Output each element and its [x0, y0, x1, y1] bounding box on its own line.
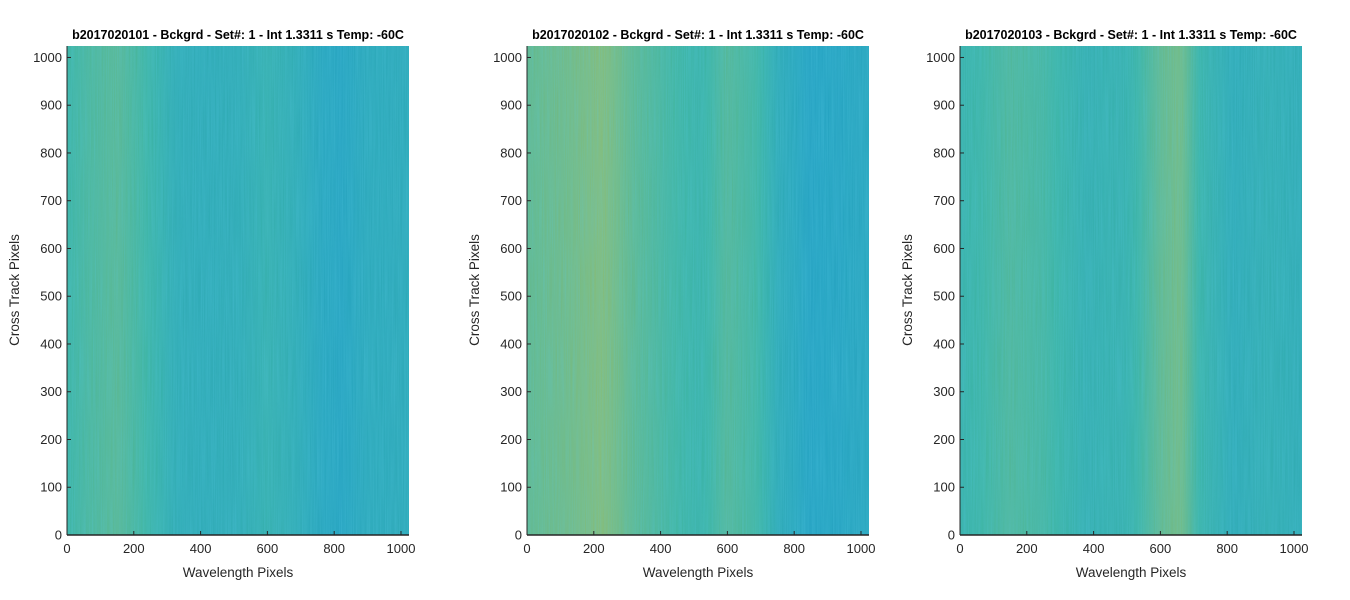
x-tick-label: 600 — [717, 541, 739, 556]
panel-3-y-ticks: 0 100 200 300 400 500 600 700 800 900 1000 — [926, 50, 964, 543]
panel-2-y-label: Cross Track Pixels — [467, 234, 482, 346]
x-tick-label: 1000 — [387, 541, 416, 556]
y-tick-label: 500 — [933, 289, 955, 304]
panel-1-title: b2017020101 - Bckgrd - Set#: 1 - Int 1.3… — [72, 28, 404, 42]
panel-3-y-label: Cross Track Pixels — [900, 234, 915, 346]
panel-3-noise-overlay — [960, 46, 1302, 535]
y-tick-label: 700 — [40, 193, 62, 208]
x-tick-label: 800 — [783, 541, 805, 556]
y-tick-label: 100 — [40, 480, 62, 495]
y-tick-label: 0 — [515, 528, 522, 543]
x-tick-label: 200 — [1016, 541, 1038, 556]
x-tick-label: 400 — [1083, 541, 1105, 556]
x-tick-label: 1000 — [1280, 541, 1309, 556]
x-tick-label: 200 — [583, 541, 605, 556]
panel-3-title: b2017020103 - Bckgrd - Set#: 1 - Int 1.3… — [965, 28, 1297, 42]
panel-3-x-ticks: 0 200 400 600 800 1000 — [956, 531, 1308, 556]
panel-1-y-ticks: 0 100 200 300 400 500 600 700 800 900 1000 — [33, 50, 71, 543]
y-tick-label: 800 — [40, 145, 62, 160]
y-tick-label: 100 — [933, 480, 955, 495]
x-tick-label: 600 — [1150, 541, 1172, 556]
x-tick-label: 600 — [257, 541, 279, 556]
heatmap-panel-1: b2017020101 - Bckgrd - Set#: 1 - Int 1.3… — [7, 28, 415, 580]
panel-2-noise-overlay — [527, 46, 869, 535]
y-tick-label: 100 — [500, 480, 522, 495]
y-tick-label: 200 — [40, 432, 62, 447]
panel-2-x-ticks: 0 200 400 600 800 1000 — [523, 531, 875, 556]
y-tick-label: 800 — [933, 145, 955, 160]
y-tick-label: 700 — [933, 193, 955, 208]
heatmap-panel-2: b2017020102 - Bckgrd - Set#: 1 - Int 1.3… — [467, 28, 875, 580]
x-tick-label: 400 — [190, 541, 212, 556]
x-tick-label: 800 — [323, 541, 345, 556]
y-tick-label: 300 — [40, 384, 62, 399]
panel-2-title: b2017020102 - Bckgrd - Set#: 1 - Int 1.3… — [532, 28, 864, 42]
y-tick-label: 600 — [40, 241, 62, 256]
x-tick-label: 800 — [1216, 541, 1238, 556]
y-tick-label: 500 — [500, 289, 522, 304]
panel-3-x-label: Wavelength Pixels — [1076, 565, 1187, 580]
y-tick-label: 600 — [933, 241, 955, 256]
x-tick-label: 0 — [956, 541, 963, 556]
x-tick-label: 0 — [523, 541, 530, 556]
panel-1-y-label: Cross Track Pixels — [7, 234, 22, 346]
x-tick-label: 1000 — [847, 541, 876, 556]
y-tick-label: 1000 — [926, 50, 955, 65]
y-tick-label: 400 — [933, 336, 955, 351]
heatmap-panel-3: b2017020103 - Bckgrd - Set#: 1 - Int 1.3… — [900, 28, 1308, 580]
y-tick-label: 700 — [500, 193, 522, 208]
panel-2-x-label: Wavelength Pixels — [643, 565, 754, 580]
y-tick-label: 800 — [500, 145, 522, 160]
y-tick-label: 300 — [500, 384, 522, 399]
y-tick-label: 0 — [948, 528, 955, 543]
y-tick-label: 200 — [500, 432, 522, 447]
x-tick-label: 0 — [63, 541, 70, 556]
y-tick-label: 400 — [500, 336, 522, 351]
y-tick-label: 1000 — [33, 50, 62, 65]
panel-2-y-ticks: 0 100 200 300 400 500 600 700 800 900 1000 — [493, 50, 531, 543]
panel-1-x-label: Wavelength Pixels — [183, 565, 294, 580]
y-tick-label: 1000 — [493, 50, 522, 65]
y-tick-label: 600 — [500, 241, 522, 256]
y-tick-label: 300 — [933, 384, 955, 399]
y-tick-label: 900 — [40, 98, 62, 113]
x-tick-label: 400 — [650, 541, 672, 556]
y-tick-label: 400 — [40, 336, 62, 351]
y-tick-label: 200 — [933, 432, 955, 447]
x-tick-label: 200 — [123, 541, 145, 556]
y-tick-label: 500 — [40, 289, 62, 304]
y-tick-label: 900 — [933, 98, 955, 113]
y-tick-label: 0 — [55, 528, 62, 543]
y-tick-label: 900 — [500, 98, 522, 113]
panel-1-noise-overlay — [67, 46, 409, 535]
